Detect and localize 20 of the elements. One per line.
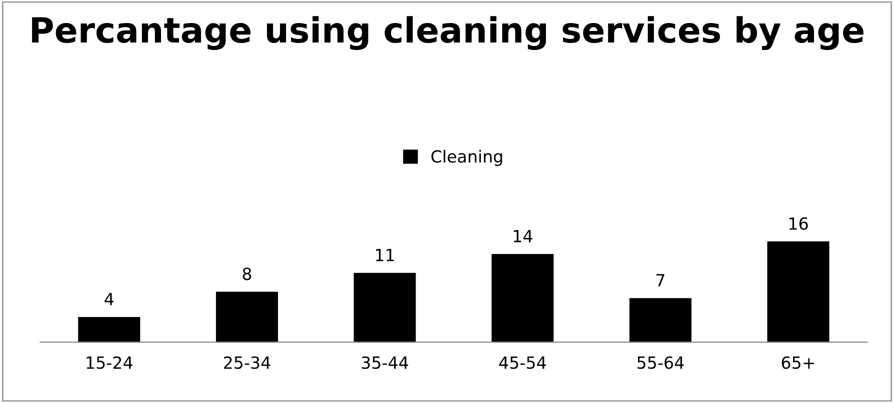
bar [767, 241, 830, 342]
x-tick-label: 35-44 [362, 356, 408, 369]
bar [492, 254, 554, 342]
bar [354, 272, 416, 342]
x-tick-label: 65+ [782, 356, 814, 369]
data-label: 14 [514, 230, 532, 242]
x-tick-label: 15-24 [86, 356, 132, 369]
data-label: 11 [376, 248, 394, 262]
bar [216, 292, 278, 342]
data-label: 16 [789, 217, 808, 230]
bar [629, 298, 692, 342]
data-label: 8 [242, 268, 252, 280]
data-label: 4 [104, 293, 114, 306]
x-tick-label: 55-64 [638, 356, 684, 369]
bar [78, 316, 140, 342]
chart-title: Percantage using cleaning services by age [32, 16, 864, 50]
data-label: 7 [656, 274, 664, 286]
x-tick-label: 25-34 [224, 356, 270, 369]
legend-label: Cleaning [431, 150, 502, 166]
x-tick-label: 45-54 [499, 356, 546, 369]
